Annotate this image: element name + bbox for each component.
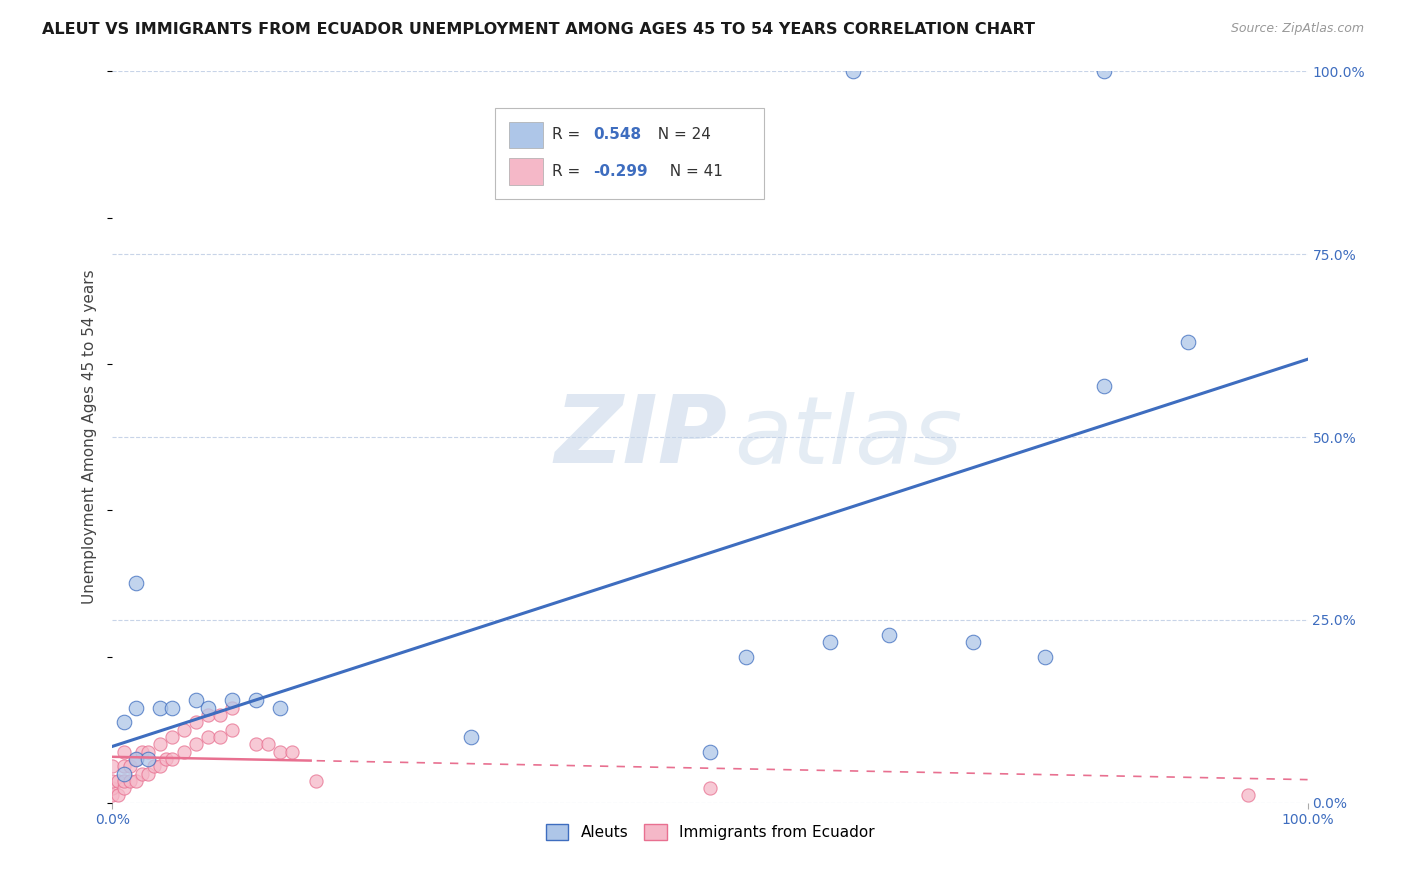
Point xyxy=(162,752,183,766)
Point xyxy=(221,700,243,714)
Point xyxy=(186,693,208,707)
Point xyxy=(131,766,153,780)
Point xyxy=(1177,334,1199,349)
Point xyxy=(305,773,328,788)
Point xyxy=(281,745,304,759)
Point xyxy=(138,745,160,759)
Point xyxy=(269,700,291,714)
Point xyxy=(107,773,129,788)
Point xyxy=(138,752,160,766)
Bar xyxy=(509,159,543,185)
Point xyxy=(114,745,135,759)
Point xyxy=(131,745,153,759)
Point xyxy=(197,730,219,744)
Point xyxy=(699,745,721,759)
Text: Source: ZipAtlas.com: Source: ZipAtlas.com xyxy=(1230,22,1364,36)
Point xyxy=(209,730,232,744)
Point xyxy=(460,730,482,744)
Point xyxy=(125,752,148,766)
Text: -0.299: -0.299 xyxy=(593,164,648,179)
Point xyxy=(173,745,195,759)
Point xyxy=(125,576,148,591)
Text: ZIP: ZIP xyxy=(554,391,727,483)
Point xyxy=(101,773,124,788)
Point xyxy=(101,789,124,803)
Point xyxy=(1094,379,1116,393)
Point xyxy=(699,781,721,796)
Text: 0.548: 0.548 xyxy=(593,128,641,143)
Text: N = 41: N = 41 xyxy=(659,164,723,179)
Point xyxy=(1094,64,1116,78)
Point xyxy=(1033,649,1056,664)
Point xyxy=(114,773,135,788)
Legend: Aleuts, Immigrants from Ecuador: Aleuts, Immigrants from Ecuador xyxy=(540,818,880,847)
Point xyxy=(138,766,160,780)
Point xyxy=(735,649,758,664)
Point xyxy=(962,635,984,649)
Point xyxy=(257,737,280,751)
Point xyxy=(143,759,166,773)
Point xyxy=(101,759,124,773)
Point xyxy=(120,759,142,773)
Point xyxy=(245,693,267,707)
Bar xyxy=(509,122,543,148)
Point xyxy=(155,752,177,766)
Point xyxy=(114,781,135,796)
Point xyxy=(186,737,208,751)
Point xyxy=(818,635,841,649)
Point xyxy=(114,759,135,773)
Point xyxy=(120,773,142,788)
Text: R =: R = xyxy=(553,128,585,143)
Point xyxy=(173,723,195,737)
Point xyxy=(221,723,243,737)
Point xyxy=(125,752,148,766)
Y-axis label: Unemployment Among Ages 45 to 54 years: Unemployment Among Ages 45 to 54 years xyxy=(82,269,97,605)
Point xyxy=(149,737,172,751)
Point xyxy=(101,781,124,796)
Point xyxy=(186,715,208,730)
Point xyxy=(107,789,129,803)
Point xyxy=(197,700,219,714)
Point xyxy=(114,715,135,730)
Text: atlas: atlas xyxy=(734,392,962,483)
Point xyxy=(162,730,183,744)
Text: ALEUT VS IMMIGRANTS FROM ECUADOR UNEMPLOYMENT AMONG AGES 45 TO 54 YEARS CORRELAT: ALEUT VS IMMIGRANTS FROM ECUADOR UNEMPLO… xyxy=(42,22,1035,37)
Point xyxy=(149,759,172,773)
Point xyxy=(1237,789,1260,803)
Point xyxy=(269,745,291,759)
Point xyxy=(209,708,232,723)
Text: N = 24: N = 24 xyxy=(648,128,711,143)
Point xyxy=(149,700,172,714)
Text: R =: R = xyxy=(553,164,585,179)
Point xyxy=(879,627,901,641)
Point xyxy=(245,737,267,751)
Point xyxy=(221,693,243,707)
Point xyxy=(125,773,148,788)
Point xyxy=(197,708,219,723)
FancyBboxPatch shape xyxy=(495,108,763,200)
Point xyxy=(125,700,148,714)
Point xyxy=(162,700,183,714)
Point xyxy=(114,766,135,780)
Point xyxy=(842,64,865,78)
